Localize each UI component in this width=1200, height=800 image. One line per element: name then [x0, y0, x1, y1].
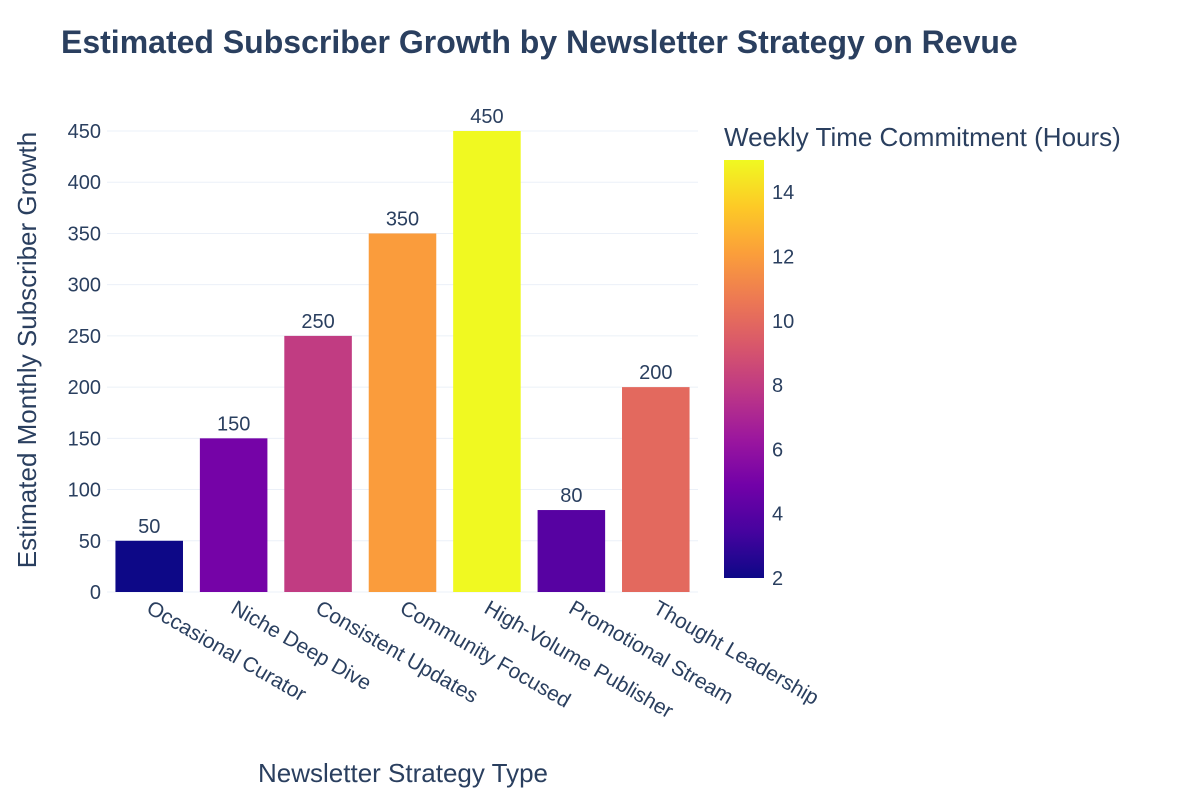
y-tick-label: 300: [68, 275, 101, 297]
colorbar: Weekly Time Commitment (Hours) 2 4 6 8 10 12 1…: [724, 122, 1121, 590]
colorbar-ticks: 2 4 6 8 10 12 14: [772, 182, 794, 590]
bar-value-label: 50: [138, 516, 160, 538]
colorbar-tick-label: 6: [772, 439, 783, 461]
y-tick-label: 0: [90, 582, 101, 604]
x-axis-title: Newsletter Strategy Type: [258, 758, 548, 788]
bar: [622, 387, 690, 592]
bar-value-labels: 50 150 250 350 450 80 200: [138, 106, 672, 538]
y-tick-label: 150: [68, 428, 101, 450]
y-tick-label: 250: [68, 326, 101, 348]
chart-title: Estimated Subscriber Growth by Newslette…: [61, 24, 1018, 60]
bar-value-label: 200: [639, 362, 672, 384]
y-tick-label: 100: [68, 480, 101, 502]
y-tick-label: 450: [68, 121, 101, 143]
bar: [368, 233, 437, 592]
y-tick-label: 350: [68, 223, 101, 245]
bar-value-label: 450: [470, 106, 503, 128]
bar: [453, 131, 521, 592]
bar-value-label: 150: [217, 413, 250, 435]
bar-value-label: 350: [386, 208, 419, 230]
y-tick-label: 400: [68, 172, 101, 194]
colorbar-tick-label: 10: [772, 311, 794, 333]
bar: [537, 510, 606, 592]
bar: [199, 438, 268, 592]
x-tick-label: Occasional Curator: [143, 596, 310, 706]
colorbar-gradient: [724, 160, 764, 578]
bar-value-label: 250: [301, 311, 334, 333]
bars: [115, 131, 690, 592]
bar-value-label: 80: [560, 485, 582, 507]
bar: [115, 540, 183, 592]
colorbar-tick-label: 14: [772, 182, 794, 204]
colorbar-tick-label: 4: [772, 504, 783, 526]
colorbar-tick-label: 12: [772, 246, 794, 268]
y-axis-ticks: 0 50 100 150 200 250 300 350 400 450: [68, 121, 101, 604]
y-axis-title: Estimated Monthly Subscriber Growth: [12, 132, 42, 568]
colorbar-title: Weekly Time Commitment (Hours): [724, 122, 1121, 152]
y-tick-label: 50: [79, 531, 101, 553]
colorbar-tick-label: 2: [772, 568, 783, 590]
colorbar-tick-label: 8: [772, 375, 783, 397]
y-tick-label: 200: [68, 377, 101, 399]
bar: [284, 335, 352, 592]
